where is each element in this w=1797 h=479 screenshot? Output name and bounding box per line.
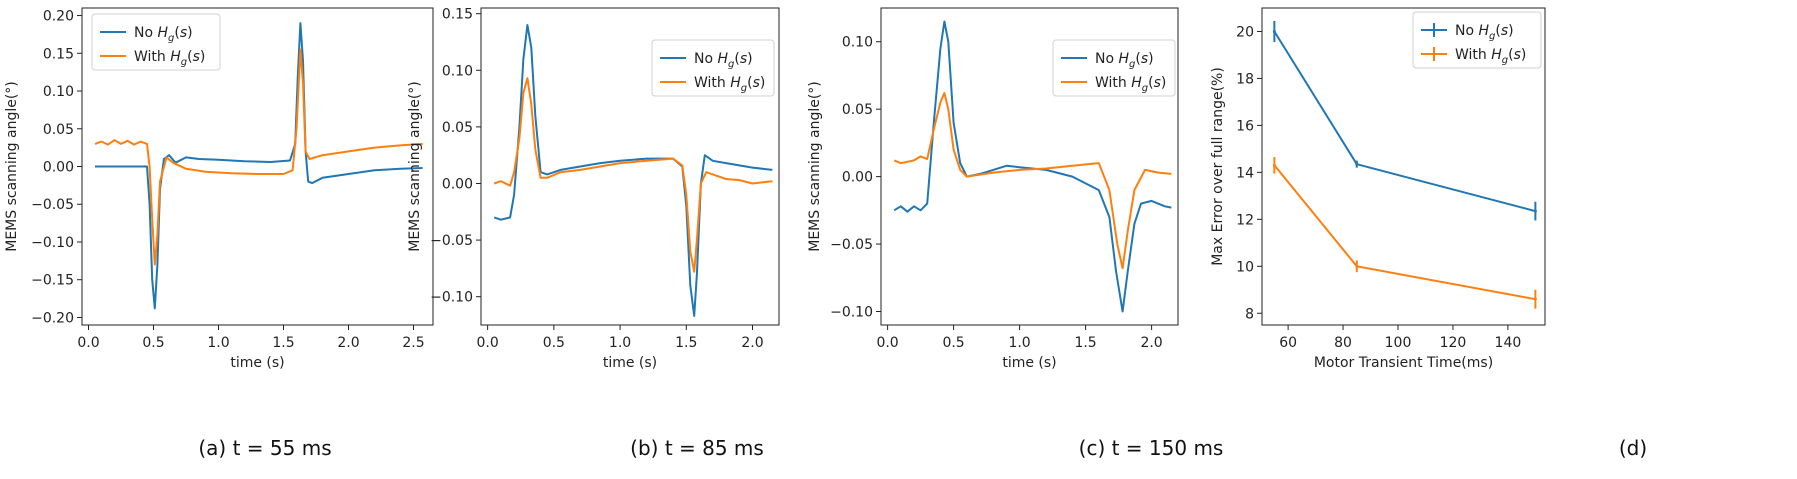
x-tick-label: 80 [1334,335,1352,351]
y-tick-label: 10 [1236,259,1254,275]
plot-area [493,24,773,317]
legend-label: With Hg(s) [1455,47,1526,66]
plot-area [94,22,423,310]
data-point [1355,162,1359,166]
legend: No Hg(s) With Hg(s) [91,13,221,71]
chart-panel-0: 0.0 0.5 1.0 1.5 2.0 2.5 −0.20 −0.15 −0.10 −0.05 0.… [4,7,434,371]
legend: No Hg(s) With Hg(s) [1052,39,1176,97]
y-tick-label: 8 [1245,306,1254,322]
y-tick-label: 0.10 [43,84,74,100]
x-tick-label: 1.5 [272,335,294,351]
x-tick-label: 2.0 [337,335,359,351]
legend-label: With Hg(s) [134,49,205,68]
legend-label: No Hg(s) [694,51,753,70]
x-axis-label: time (s) [603,355,657,371]
legend: No Hg(s) With Hg(s) [1412,11,1542,69]
y-tick-label: 0.05 [43,122,74,138]
x-axis-label: time (s) [230,355,284,371]
y-tick-label: 0.00 [842,170,873,186]
y-tick-label: −0.20 [31,310,74,326]
y-tick-label: 0.05 [442,120,473,136]
y-tick-label: 0.00 [43,160,74,176]
x-axis-label: Motor Transient Time(ms) [1314,355,1493,371]
x-tick-label: 1.5 [675,335,697,351]
x-tick-label: 1.0 [1008,335,1030,351]
y-tick-label: −0.10 [430,290,473,306]
y-tick-label: 0.20 [43,9,74,25]
y-tick-label: 0.10 [842,35,873,51]
y-tick-label: −0.10 [31,235,74,251]
x-tick-label: 0.5 [942,335,964,351]
y-tick-label: 20 [1236,24,1254,40]
x-tick-label: 0.5 [543,335,565,351]
axes-frame [480,7,780,326]
data-point [1355,264,1359,268]
series-line-no-hg [95,22,423,310]
legend-label: With Hg(s) [694,75,765,94]
y-tick-label: −0.05 [830,237,873,253]
x-tick-label: 2.0 [741,335,763,351]
x-tick-label: 140 [1495,335,1522,351]
caption-a: (a) t = 55 ms [198,436,332,460]
legend-label: With Hg(s) [1095,75,1166,94]
series-line-with-hg [893,92,1172,270]
axes-frame [880,7,1179,326]
series-line-no-hg [493,24,773,317]
chart-panel-3: 60 80 100 120 140 8 10 12 14 16 18 20 Motor Transien… [1210,7,1546,371]
plot-area [893,20,1172,313]
chart-panel-1: 0.0 0.5 1.0 1.5 2.0 −0.10 −0.05 0.00 0.05 0.10 0.1… [407,7,780,371]
data-point [1533,297,1537,301]
y-axis-label: MEMS scanning angle(°) [407,81,423,252]
y-tick-label: 0.15 [43,46,74,62]
series-line-with-hg [493,77,773,273]
series-line-no-hg [893,20,1172,313]
x-tick-label: 1.0 [609,335,631,351]
y-tick-label: −0.10 [830,305,873,321]
x-tick-label: 0.5 [142,335,164,351]
caption-b: (b) t = 85 ms [630,436,764,460]
x-axis-label: time (s) [1002,355,1056,371]
y-tick-label: 12 [1236,212,1254,228]
y-axis-label: MEMS scanning angle(°) [4,81,20,252]
y-axis-label: MEMS scanning angle(°) [807,81,823,252]
y-tick-label: 18 [1236,71,1254,87]
legend-label: No Hg(s) [1455,23,1514,42]
y-axis-label: Max Error over full range(%) [1210,67,1226,266]
x-tick-label: 100 [1385,335,1412,351]
y-tick-label: −0.05 [430,233,473,249]
y-tick-label: 16 [1236,118,1254,134]
x-tick-label: 2.0 [1140,335,1162,351]
x-tick-label: 0.0 [77,335,99,351]
x-tick-label: 0.0 [476,335,498,351]
x-tick-label: 1.5 [1074,335,1096,351]
caption-d: (d) [1618,436,1648,460]
y-tick-label: 0.00 [442,176,473,192]
series-line-with-hg [1273,164,1536,301]
x-tick-label: 120 [1440,335,1467,351]
data-point [1272,163,1276,167]
series-line-with-hg [94,48,423,266]
legend-label: No Hg(s) [134,25,193,44]
caption-c: (c) t = 150 ms [1078,436,1224,460]
plot-area [1272,20,1537,309]
data-point [1272,29,1276,33]
x-tick-label: 1.0 [207,335,229,351]
y-tick-label: 0.15 [442,7,473,23]
axes-frame [81,7,434,326]
chart-panel-2: 0.0 0.5 1.0 1.5 2.0 −0.10 −0.05 0.00 0.05 0.10 tim… [807,7,1179,371]
legend-label: No Hg(s) [1095,51,1154,70]
y-tick-label: −0.15 [31,273,74,289]
x-tick-label: 0.0 [876,335,898,351]
y-tick-label: 0.05 [842,102,873,118]
y-tick-label: 0.10 [442,63,473,79]
axes-frame [1261,7,1546,326]
data-point [1533,209,1537,213]
x-tick-label: 2.5 [402,335,424,351]
y-tick-label: 14 [1236,165,1254,181]
y-tick-label: −0.05 [31,197,74,213]
legend: No Hg(s) With Hg(s) [651,39,775,97]
x-tick-label: 60 [1279,335,1297,351]
